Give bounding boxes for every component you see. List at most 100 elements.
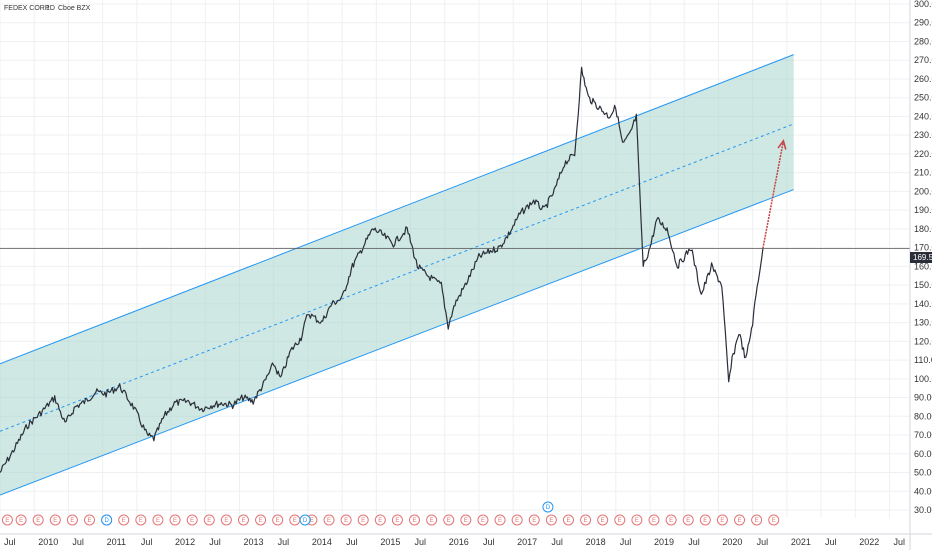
earnings-marker-label: E — [738, 518, 742, 524]
earnings-marker — [220, 514, 232, 526]
interval-label: 1D — [46, 5, 55, 12]
arrow-shaft — [762, 140, 785, 249]
dividend-marker-label: D — [303, 518, 308, 524]
earnings-marker — [751, 514, 763, 526]
earnings-marker — [562, 514, 574, 526]
earnings-marker — [768, 514, 780, 526]
x-tick-label: Jul — [688, 537, 700, 547]
earnings-marker-label: E — [88, 518, 92, 524]
y-tick-label: 50.00 — [914, 468, 932, 478]
earnings-marker-label: E — [36, 518, 40, 524]
symbol-label: FEDEX CORP — [4, 5, 50, 12]
earnings-marker — [477, 514, 489, 526]
earnings-marker — [734, 514, 746, 526]
y-tick-label: 300.00 — [914, 0, 932, 9]
earnings-marker — [614, 514, 626, 526]
earnings-marker-label: E — [190, 518, 194, 524]
earnings-marker — [49, 514, 61, 526]
earnings-marker — [186, 514, 198, 526]
x-tick-label: Jul — [72, 537, 84, 547]
earnings-marker — [699, 514, 711, 526]
earnings-marker-label: E — [5, 518, 9, 524]
y-tick-label: 150.00 — [914, 280, 932, 290]
earnings-marker-label: E — [498, 518, 502, 524]
earnings-marker-label: E — [259, 518, 263, 524]
y-tick-label: 290.00 — [914, 18, 932, 28]
earnings-marker — [1, 514, 13, 526]
earnings-marker-label: E — [584, 518, 588, 524]
earnings-marker — [152, 514, 164, 526]
x-tick-label: Jul — [4, 537, 16, 547]
earnings-marker — [203, 514, 215, 526]
y-tick-label: 250.00 — [914, 93, 932, 103]
earnings-marker-label: E — [447, 518, 451, 524]
x-tick-label: 2010 — [38, 537, 58, 547]
earnings-marker-label: E — [413, 518, 417, 524]
x-tick-label: Jul — [209, 537, 221, 547]
y-tick-label: 190.00 — [914, 205, 932, 215]
channel-middle-line — [0, 123, 794, 432]
earnings-marker-label: E — [532, 518, 536, 524]
earnings-marker-label: E — [395, 518, 399, 524]
y-tick-label: 200.00 — [914, 186, 932, 196]
earnings-marker-label: E — [207, 518, 211, 524]
x-tick-label: Jul — [825, 537, 837, 547]
x-tick-label: Jul — [415, 537, 427, 547]
earnings-marker — [118, 514, 130, 526]
earnings-marker-label: E — [601, 518, 605, 524]
earnings-marker-label: E — [310, 518, 314, 524]
earnings-marker-label: E — [669, 518, 673, 524]
earnings-marker — [494, 514, 506, 526]
earnings-marker-label: E — [430, 518, 434, 524]
earnings-marker-label: E — [703, 518, 707, 524]
earnings-marker — [426, 514, 438, 526]
y-tick-label: 110.00 — [914, 355, 932, 365]
earnings-marker — [528, 514, 540, 526]
dividend-marker — [101, 514, 113, 526]
earnings-marker-label: E — [464, 518, 468, 524]
x-tick-label: 2015 — [380, 537, 400, 547]
earnings-marker — [545, 514, 557, 526]
x-tick-label: Jul — [551, 537, 563, 547]
y-tick-label: 60.00 — [914, 449, 932, 459]
earnings-marker — [374, 514, 386, 526]
price-tag: 169.55 — [910, 252, 932, 263]
earnings-marker-label: E — [293, 518, 297, 524]
earnings-marker — [340, 514, 352, 526]
exchange-label: Cboe BZX — [58, 5, 91, 12]
earnings-marker-label: E — [53, 518, 57, 524]
y-tick-label: 100.00 — [914, 374, 932, 384]
earnings-marker-label: E — [19, 518, 23, 524]
earnings-marker — [665, 514, 677, 526]
x-tick-label: 2014 — [312, 537, 332, 547]
earnings-marker-label: E — [566, 518, 570, 524]
y-tick-label: 160.00 — [914, 261, 932, 271]
y-tick-label: 30.00 — [914, 505, 932, 515]
earnings-marker-label: E — [772, 518, 776, 524]
earnings-marker — [84, 514, 96, 526]
x-tick-label: Jul — [141, 537, 153, 547]
earnings-marker — [66, 514, 78, 526]
earnings-marker — [631, 514, 643, 526]
earnings-marker — [460, 514, 472, 526]
earnings-marker — [15, 514, 27, 526]
earnings-marker-label: E — [241, 518, 245, 524]
y-tick-label: 260.00 — [914, 74, 932, 84]
earnings-marker-label: E — [70, 518, 74, 524]
projection-arrow — [762, 139, 787, 249]
x-tick-label: Jul — [620, 537, 632, 547]
earnings-marker — [357, 514, 369, 526]
earnings-marker — [716, 514, 728, 526]
y-tick-label: 130.00 — [914, 318, 932, 328]
earnings-marker-label: E — [686, 518, 690, 524]
x-tick-label: 2019 — [654, 537, 674, 547]
earnings-marker — [272, 514, 284, 526]
earnings-marker — [511, 514, 523, 526]
x-tick-label: Jul — [757, 537, 769, 547]
x-tick-label: 2018 — [586, 537, 606, 547]
earnings-marker — [237, 514, 249, 526]
y-tick-label: 120.00 — [914, 336, 932, 346]
x-tick-label: 2011 — [107, 537, 126, 547]
